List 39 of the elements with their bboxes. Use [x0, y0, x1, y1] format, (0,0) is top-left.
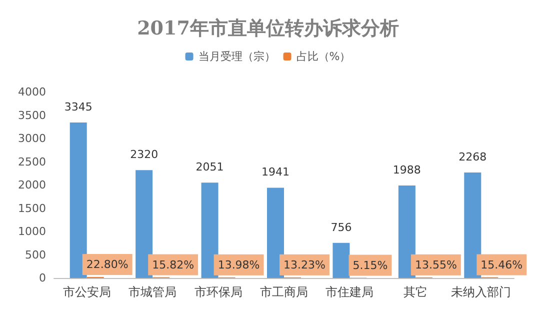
- bar: [464, 172, 482, 278]
- data-label: 3345: [64, 100, 92, 114]
- data-label: 5.15%: [352, 258, 388, 272]
- bar: [398, 186, 416, 278]
- data-label: 15.82%: [152, 258, 194, 272]
- y-tick-label: 1500: [18, 202, 46, 215]
- x-tick-label: 其它: [403, 285, 428, 299]
- y-tick-label: 3500: [18, 108, 46, 122]
- x-tick-label: 市环保局: [194, 285, 242, 299]
- data-label: 13.98%: [218, 258, 260, 272]
- y-tick-label: 4000: [18, 86, 46, 98]
- bar: [70, 122, 87, 278]
- data-label: 13.55%: [414, 258, 457, 272]
- bar: [201, 182, 218, 278]
- x-tick-label: 市城管局: [128, 285, 177, 299]
- bar: [267, 188, 284, 278]
- y-tick-label: 2500: [18, 155, 46, 168]
- data-label: 13.23%: [284, 258, 326, 272]
- x-tick-label: 市住建局: [326, 285, 374, 299]
- y-tick-label: 0: [39, 272, 46, 284]
- legend-label: 当月受理（宗）: [198, 50, 276, 63]
- x-tick-label: 市公安局: [62, 285, 111, 299]
- legend-label: 占比（%）: [296, 50, 351, 63]
- x-tick-label: 未纳入部门: [451, 285, 512, 299]
- y-tick-label: 2000: [18, 178, 46, 192]
- x-tick-label: 市工商局: [260, 285, 308, 299]
- data-label: 15.46%: [480, 258, 523, 272]
- data-label: 2051: [196, 160, 224, 174]
- data-label: 2320: [130, 148, 158, 162]
- y-tick-label: 3000: [18, 132, 46, 145]
- bar: [136, 170, 153, 278]
- data-label: 756: [330, 220, 352, 234]
- data-label: 22.80%: [86, 258, 128, 271]
- data-label: 2268: [458, 150, 487, 164]
- y-tick-label: 500: [25, 248, 46, 262]
- data-label: 1988: [392, 164, 421, 177]
- data-label: 1941: [262, 166, 290, 179]
- y-tick-label: 1000: [18, 225, 46, 238]
- chart-title: 2017年市直单位转办诉求分析: [137, 18, 399, 40]
